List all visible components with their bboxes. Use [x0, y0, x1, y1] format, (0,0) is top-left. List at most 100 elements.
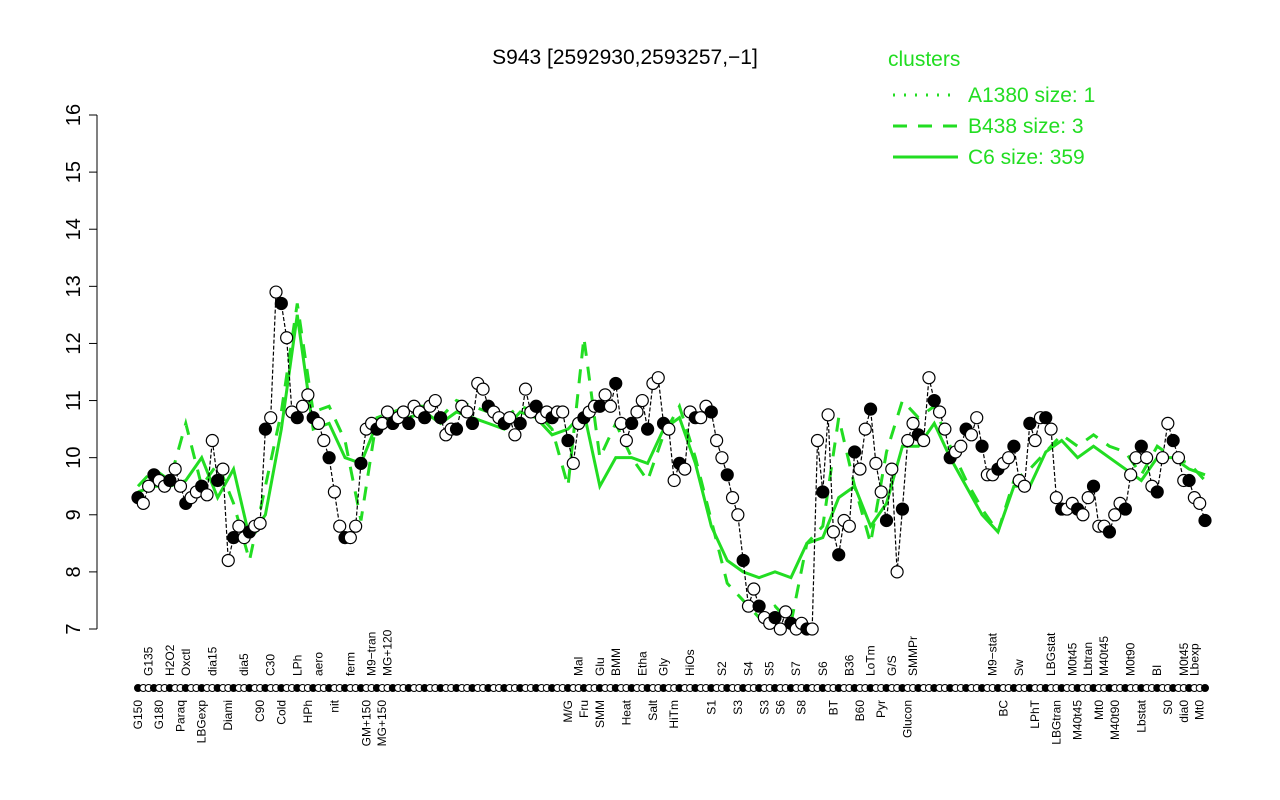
data-point — [842, 519, 856, 533]
data-point — [211, 473, 225, 488]
data-point — [858, 422, 872, 436]
data-point — [1171, 451, 1186, 465]
x-label-top: HiOs — [683, 649, 697, 676]
x-label-bottom: S0 — [1161, 700, 1175, 715]
y-tick-label: 7 — [63, 623, 85, 634]
data-point — [635, 393, 649, 408]
data-point — [418, 411, 432, 425]
data-point — [879, 513, 894, 528]
data-point — [295, 399, 310, 413]
data-point — [970, 411, 984, 425]
data-point — [932, 405, 947, 419]
data-point — [460, 405, 474, 419]
y-tick-label: 16 — [63, 104, 85, 126]
data-point — [1023, 416, 1037, 430]
legend-title: clusters — [888, 48, 960, 71]
data-point — [725, 491, 740, 505]
data-point — [476, 382, 490, 396]
y-tick-label: 8 — [63, 566, 85, 577]
x-label-top: M40t45 — [1097, 636, 1111, 676]
data-point — [433, 411, 448, 425]
data-point — [1049, 491, 1063, 505]
data-point — [1028, 433, 1042, 448]
data-point — [518, 382, 533, 396]
x-axis-markers — [134, 684, 1209, 692]
data-point — [253, 516, 267, 530]
x-label-bottom: B60 — [853, 700, 867, 722]
data-series — [131, 285, 1212, 636]
data-point — [641, 422, 655, 436]
x-label-bottom: Lbstat — [1134, 699, 1148, 732]
data-point — [200, 488, 214, 502]
x-label-top: B36 — [842, 654, 856, 676]
data-point — [747, 582, 761, 596]
data-point — [428, 393, 442, 408]
data-point — [396, 405, 411, 419]
x-label-top: ferm — [343, 652, 357, 676]
data-point — [1017, 479, 1032, 493]
data-point — [1007, 439, 1021, 453]
x-label-bottom: HPh — [301, 700, 315, 723]
x-label-top: Mal — [572, 657, 586, 676]
data-point — [964, 428, 979, 442]
data-point — [1150, 485, 1164, 499]
y-tick-label: 9 — [63, 509, 85, 520]
data-point — [1182, 473, 1196, 488]
legend: clusters A1380 size: 1 B438 size: 3 C6 s… — [888, 48, 1095, 169]
data-point — [513, 416, 527, 430]
x-label-top: M0t90 — [1124, 642, 1138, 676]
data-point — [205, 433, 219, 448]
data-point — [853, 462, 867, 476]
x-label-top: M9−stat — [986, 632, 1000, 676]
data-point — [380, 405, 395, 419]
y-tick-label: 14 — [63, 218, 85, 240]
x-label-bottom: Pyr — [874, 700, 888, 718]
x-label-top: Oxctl — [179, 649, 193, 676]
data-point — [694, 411, 708, 425]
data-point — [895, 502, 910, 516]
y-tick-label: 10 — [63, 447, 85, 469]
x-label-bottom: LBGexp — [195, 700, 209, 744]
chart-title: S943 [2592930,2593257,−1] — [492, 46, 758, 69]
data-point — [1044, 422, 1058, 436]
data-point — [885, 462, 899, 476]
x-label-top: LPh — [290, 655, 304, 676]
data-point — [232, 519, 246, 533]
data-point — [449, 422, 464, 436]
data-point — [173, 479, 188, 493]
data-point — [327, 485, 342, 499]
data-point — [715, 451, 729, 465]
x-label-top: M0t45 — [1065, 642, 1079, 676]
x-label-top: S5 — [763, 661, 777, 676]
x-label-bottom: S3 — [757, 700, 771, 715]
data-point — [901, 433, 915, 448]
data-point — [863, 402, 878, 416]
x-label-top: BI — [1150, 665, 1164, 676]
x-label-top: S6 — [816, 661, 830, 676]
data-point — [848, 445, 862, 459]
x-label-bottom: GM+150 — [359, 700, 373, 747]
data-point — [1086, 479, 1101, 493]
legend-entry: B438 size: 3 — [968, 115, 1084, 138]
data-point — [1076, 508, 1090, 522]
data-point — [752, 599, 766, 613]
data-point — [917, 433, 931, 448]
x-label-top: M9−tran — [365, 632, 379, 676]
x-label-bottom: M40t90 — [1108, 700, 1122, 740]
x-label-top: MG+120 — [380, 629, 394, 676]
data-point — [826, 525, 841, 539]
data-point — [938, 422, 952, 436]
x-label-top: G/S — [885, 655, 899, 676]
data-point — [1102, 525, 1117, 539]
x-label-top: dia15 — [205, 646, 219, 676]
x-label-top: Sw — [1012, 659, 1026, 676]
x-label-bottom: SMM — [593, 700, 607, 728]
x-label-bottom: Glucon — [901, 700, 915, 738]
x-label-top: Glu — [593, 657, 607, 676]
data-point — [168, 462, 182, 476]
x-label-bottom: Heat — [619, 699, 633, 725]
x-label-top: dia5 — [237, 653, 251, 676]
series-line — [137, 291, 1206, 631]
data-point — [290, 411, 304, 425]
